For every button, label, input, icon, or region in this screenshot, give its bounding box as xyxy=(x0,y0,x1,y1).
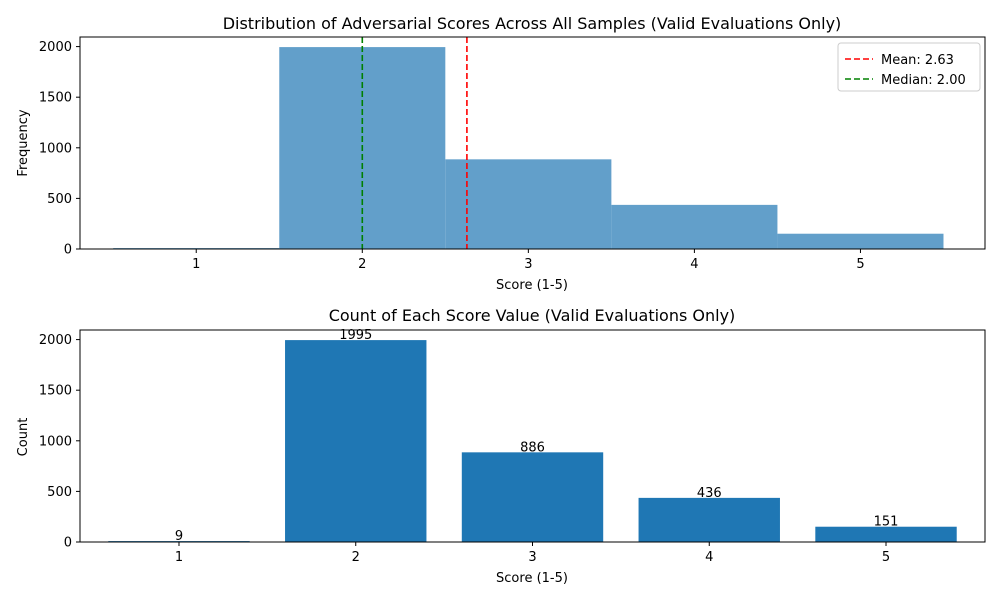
count-y-tick-label: 500 xyxy=(47,485,72,500)
histogram-y-tick-label: 1000 xyxy=(39,141,72,156)
count-y-tick-label: 0 xyxy=(64,536,72,551)
count-x-tick-label: 3 xyxy=(528,550,536,565)
histogram-axes-frame xyxy=(79,36,986,250)
count-y-tick-label: 1500 xyxy=(39,384,72,399)
histogram-y-label: Frequency xyxy=(16,109,31,176)
count-axes-frame xyxy=(79,329,986,543)
count-data-label: 9 xyxy=(175,529,183,544)
count-data-label: 886 xyxy=(520,440,545,455)
count-bar xyxy=(285,340,427,542)
count-x-ticks: 1 2 3 4 5 xyxy=(175,542,890,565)
count-x-tick-label: 1 xyxy=(175,550,183,565)
histogram-y-tick-label: 0 xyxy=(64,243,72,258)
legend-median-label: Median: 2.00 xyxy=(881,73,966,88)
histogram-title: Distribution of Adversarial Scores Acros… xyxy=(223,14,842,33)
histogram-bars xyxy=(113,47,944,249)
histogram-x-tick-label: 1 xyxy=(192,257,200,272)
histogram-y-tick-label: 2000 xyxy=(39,40,72,55)
legend-mean-label: Mean: 2.63 xyxy=(881,53,954,68)
count-data-label: 151 xyxy=(874,515,899,530)
count-data-label: 436 xyxy=(697,486,722,501)
count-bar xyxy=(461,452,604,542)
reference-lines xyxy=(361,37,468,249)
histogram-y-ticks: 0 500 1000 1500 2000 xyxy=(39,40,80,258)
count-y-tick-label: 2000 xyxy=(39,333,72,348)
count-bar xyxy=(638,497,780,542)
count-x-label: Score (1-5) xyxy=(496,571,568,586)
count-x-tick-label: 4 xyxy=(705,550,713,565)
histogram-bar xyxy=(777,233,944,249)
histogram-legend: Mean: 2.63 Median: 2.00 xyxy=(837,42,981,92)
count-x-tick-label: 5 xyxy=(882,550,890,565)
histogram-y-tick-label: 500 xyxy=(47,192,72,207)
count-bar xyxy=(815,526,957,542)
histogram-x-tick-label: 5 xyxy=(856,257,864,272)
histogram-subplot: Distribution of Adversarial Scores Acros… xyxy=(16,14,986,293)
count-y-ticks: 0 500 1000 1500 2000 xyxy=(39,333,80,551)
count-data-labels: 9 1995 886 436 151 xyxy=(175,328,899,544)
count-data-label: 1995 xyxy=(339,328,372,343)
count-y-label: Count xyxy=(16,418,31,457)
count-x-tick-label: 2 xyxy=(352,550,360,565)
histogram-x-tick-label: 3 xyxy=(524,257,532,272)
count-subplot: Count of Each Score Value (Valid Evaluat… xyxy=(16,306,986,586)
histogram-y-tick-label: 1500 xyxy=(39,91,72,106)
count-bars xyxy=(108,340,957,542)
legend-box xyxy=(837,42,981,92)
histogram-x-tick-label: 2 xyxy=(358,257,366,272)
histogram-bar xyxy=(445,159,612,249)
histogram-x-label: Score (1-5) xyxy=(496,278,568,293)
histogram-x-ticks: 1 2 3 4 5 xyxy=(192,249,865,272)
count-title: Count of Each Score Value (Valid Evaluat… xyxy=(329,306,736,325)
count-y-tick-label: 1000 xyxy=(39,434,72,449)
histogram-x-tick-label: 4 xyxy=(690,257,698,272)
histogram-bar xyxy=(611,204,778,249)
